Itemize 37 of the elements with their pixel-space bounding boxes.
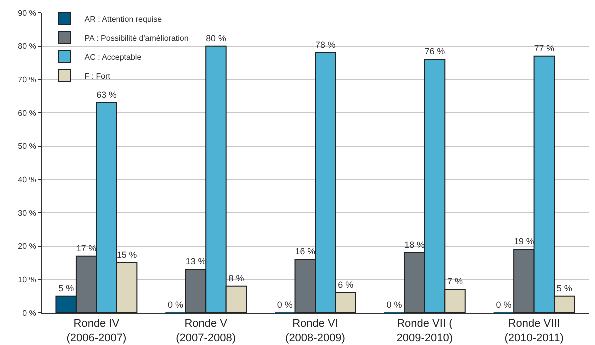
y-tick-label: 50 % bbox=[18, 142, 36, 152]
data-label: 0 % bbox=[386, 300, 402, 310]
data-label: 77 % bbox=[534, 43, 555, 54]
data-label: 0 % bbox=[277, 300, 293, 310]
x-tick-label: Ronde VII ( 2009-2010) bbox=[396, 318, 454, 344]
y-tick-label: 60 % bbox=[18, 108, 36, 118]
data-label: 7 % bbox=[448, 276, 464, 287]
x-tick-label: Ronde VIII (2010-2011) bbox=[504, 318, 564, 344]
x-tick-label: Ronde V (2007-2008) bbox=[176, 318, 236, 344]
y-tick-label: 40 % bbox=[18, 175, 36, 184]
data-label: 5 % bbox=[58, 283, 74, 294]
x-tick-label: Ronde IV (2006-2007) bbox=[66, 318, 127, 344]
legend-label: AR : Attention requise bbox=[84, 15, 163, 24]
y-tick-label: 70 % bbox=[18, 75, 36, 84]
y-tick-label: 10 % bbox=[18, 275, 36, 284]
y-tick-label: 0 % bbox=[22, 308, 36, 318]
y-tick-label: 90 % bbox=[18, 8, 36, 18]
data-label: 0 % bbox=[168, 300, 184, 310]
data-label: 19 % bbox=[514, 236, 534, 247]
data-label: 0 % bbox=[496, 300, 512, 310]
data-label: 16 % bbox=[295, 246, 316, 257]
data-label: 8 % bbox=[228, 273, 244, 284]
legend-label: PA : Possibilité d'amélioration bbox=[84, 34, 189, 44]
y-tick-label: 30 % bbox=[18, 208, 36, 218]
y-tick-label: 20 % bbox=[18, 242, 36, 252]
y-tick-label: 80 % bbox=[18, 42, 36, 52]
data-label: 76 % bbox=[424, 46, 446, 57]
legend-label: AC : Acceptable bbox=[84, 53, 142, 62]
data-label: 6 % bbox=[338, 280, 354, 290]
data-label: 78 % bbox=[316, 40, 336, 50]
data-label: 15 % bbox=[116, 250, 138, 260]
data-label: 18 % bbox=[404, 240, 425, 250]
data-label: 63 % bbox=[96, 90, 118, 100]
data-label: 5 % bbox=[556, 283, 572, 294]
data-label: 80 % bbox=[206, 33, 226, 44]
x-tick-label: Ronde VI (2008-2009) bbox=[286, 318, 346, 344]
legend-label: F : Fort bbox=[84, 72, 112, 82]
